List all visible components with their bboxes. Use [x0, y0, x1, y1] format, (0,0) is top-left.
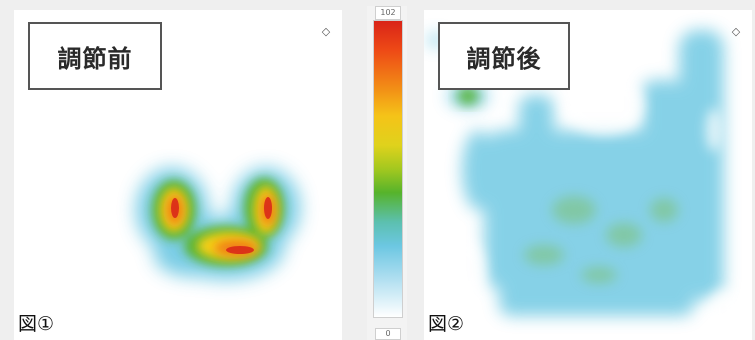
- color-scale-legend: 102 0: [367, 6, 407, 340]
- figure-label-after: 図②: [428, 313, 465, 335]
- panel-title-after: 調節後: [438, 22, 570, 90]
- heatmap-panel-before: 調節前 ◇ 図①: [14, 10, 342, 340]
- colorbar-gradient: [373, 20, 403, 318]
- heatmap-after: [428, 30, 742, 330]
- figure-label-before: 図①: [18, 313, 55, 335]
- colorbar-max-label: 102: [375, 6, 401, 20]
- settings-diamond-icon[interactable]: ◇: [321, 25, 331, 38]
- panel-title-before: 調節前: [28, 22, 162, 90]
- colorbar-min-label: 0: [375, 328, 401, 340]
- heatmap-panel-after: 調節後 ◇ 図②: [424, 10, 752, 340]
- settings-diamond-icon[interactable]: ◇: [731, 25, 741, 38]
- heatmap-before: [136, 168, 300, 280]
